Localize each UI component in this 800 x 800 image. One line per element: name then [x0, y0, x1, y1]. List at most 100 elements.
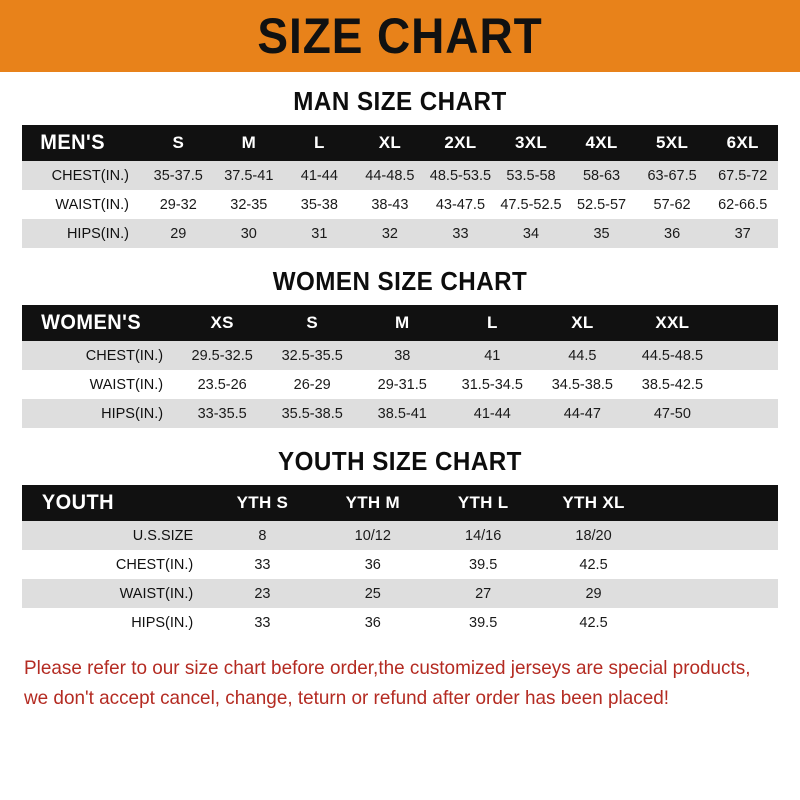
table-row: CHEST(IN.) 29.5-32.5 32.5-35.5 38 41 44.…	[22, 341, 778, 370]
table-header-row: WOMEN'S XS S M L XL XXL	[22, 305, 778, 341]
row-label: WAIST(IN.)	[119, 585, 194, 602]
table-header-row: MEN'S S M L XL 2XL 3XL 4XL 5XL 6XL	[22, 125, 778, 161]
women-corner-label: WOMEN'S	[41, 311, 142, 334]
table-cell: 33-35.5	[197, 405, 247, 422]
table-cell: 35	[593, 225, 610, 242]
table-cell: 27	[475, 585, 492, 602]
table-cell: 48.5-53.5	[429, 167, 492, 184]
youth-size-header: YTH XL	[562, 493, 625, 512]
table-cell: 41-44	[473, 405, 511, 422]
women-size-header: S	[306, 313, 319, 332]
table-spacer-cell	[649, 521, 778, 550]
table-cell: 35.5-38.5	[281, 405, 343, 422]
table-spacer-cell	[649, 485, 778, 521]
table-cell: 25	[364, 585, 381, 602]
table-cell: 26-29	[293, 376, 331, 393]
table-cell: 8	[258, 527, 267, 544]
table-spacer-cell	[717, 341, 778, 370]
man-size-header: XL	[378, 133, 402, 152]
table-spacer-cell	[717, 370, 778, 399]
table-cell: 47-50	[653, 405, 691, 422]
table-spacer-cell	[717, 305, 778, 341]
page-banner: SIZE CHART	[0, 0, 800, 72]
man-size-table: MEN'S S M L XL 2XL 3XL 4XL 5XL 6XL CHEST…	[22, 125, 778, 248]
row-label: HIPS(IN.)	[101, 405, 164, 422]
table-spacer-cell	[717, 399, 778, 428]
table-cell: 23	[254, 585, 271, 602]
women-table-header: WOMEN'S XS S M L XL XXL	[22, 305, 778, 341]
youth-size-table: YOUTH YTH S YTH M YTH L YTH XL U.S.SIZE …	[22, 485, 778, 637]
table-cell: 67.5-72	[718, 167, 768, 184]
table-cell: 62-66.5	[718, 196, 768, 213]
table-cell: 42.5	[579, 614, 608, 631]
man-size-header: 6XL	[726, 133, 759, 152]
youth-size-header: YTH S	[236, 493, 289, 512]
table-cell: 43-47.5	[435, 196, 486, 213]
table-cell: 32	[381, 225, 398, 242]
man-table-header: MEN'S S M L XL 2XL 3XL 4XL 5XL 6XL	[22, 125, 778, 161]
section-man: MAN SIZE CHART MEN'S S M L XL 2XL 3XL 4X…	[0, 72, 800, 248]
section-title-man: MAN SIZE CHART	[293, 86, 507, 116]
table-cell: 18/20	[575, 527, 612, 544]
table-cell: 35-37.5	[153, 167, 203, 184]
table-cell: 36	[364, 614, 381, 631]
youth-size-header: YTH M	[345, 493, 400, 512]
table-cell: 29	[585, 585, 602, 602]
table-cell: 53.5-58	[506, 167, 556, 184]
women-size-header: XL	[571, 313, 594, 332]
man-size-header: S	[172, 133, 185, 152]
table-cell: 38	[394, 347, 411, 364]
table-cell: 42.5	[579, 556, 608, 573]
table-row: HIPS(IN.) 33-35.5 35.5-38.5 38.5-41 41-4…	[22, 399, 778, 428]
table-cell: 44.5-48.5	[641, 347, 704, 364]
table-cell: 52.5-57	[576, 196, 627, 213]
table-cell: 41	[484, 347, 501, 364]
notice-line-2: we don't accept cancel, change, teturn o…	[24, 687, 670, 710]
table-cell: 35-38	[300, 196, 338, 213]
table-row: HIPS(IN.) 33 36 39.5 42.5	[22, 608, 778, 637]
row-label: CHEST(IN.)	[51, 167, 129, 184]
man-size-header: 2XL	[444, 133, 477, 152]
women-size-header: L	[486, 313, 498, 332]
table-cell: 29.5-32.5	[191, 347, 253, 364]
youth-size-header: YTH L	[457, 493, 509, 512]
table-row: CHEST(IN.) 35-37.5 37.5-41 41-44 44-48.5…	[22, 161, 778, 190]
table-cell: 63-67.5	[647, 167, 697, 184]
table-cell: 36	[664, 225, 681, 242]
table-row: U.S.SIZE 8 10/12 14/16 18/20	[22, 521, 778, 550]
table-cell: 31.5-34.5	[461, 376, 523, 393]
table-cell: 58-63	[582, 167, 621, 184]
man-size-header: 5XL	[656, 133, 689, 152]
youth-table-header: YOUTH YTH S YTH M YTH L YTH XL	[22, 485, 778, 521]
table-cell: 33	[254, 614, 271, 631]
row-label: CHEST(IN.)	[115, 556, 194, 573]
table-cell: 23.5-26	[197, 376, 247, 393]
table-row: WAIST(IN.) 29-32 32-35 35-38 38-43 43-47…	[22, 190, 778, 219]
row-label: HIPS(IN.)	[66, 225, 129, 242]
man-corner-label: MEN'S	[40, 131, 105, 154]
table-cell: 34	[522, 225, 540, 242]
table-spacer-cell	[649, 550, 778, 579]
table-cell: 38-43	[371, 196, 409, 213]
row-label: CHEST(IN.)	[85, 347, 164, 364]
row-label: HIPS(IN.)	[131, 614, 194, 631]
table-cell: 37.5-41	[224, 167, 274, 184]
table-cell: 44.5	[568, 347, 597, 364]
table-cell: 37	[734, 225, 751, 242]
man-size-header: 4XL	[585, 133, 618, 152]
women-size-header: XXL	[655, 313, 690, 332]
table-row: HIPS(IN.) 29 30 31 32 33 34 35 36 37	[22, 219, 778, 248]
table-cell: 31	[311, 225, 328, 242]
women-table-body: CHEST(IN.) 29.5-32.5 32.5-35.5 38 41 44.…	[22, 341, 778, 428]
notice-line-1: Please refer to our size chart before or…	[24, 657, 751, 679]
women-size-header: M	[395, 313, 410, 332]
table-header-row: YOUTH YTH S YTH M YTH L YTH XL	[22, 485, 778, 521]
row-label: WAIST(IN.)	[89, 376, 164, 393]
man-size-header: M	[241, 133, 257, 152]
table-cell: 57-62	[653, 196, 691, 213]
table-cell: 33	[254, 556, 271, 573]
women-size-header: XS	[210, 313, 234, 332]
table-cell: 44-48.5	[365, 167, 415, 184]
youth-corner-label: YOUTH	[41, 491, 115, 514]
table-cell: 29-32	[159, 196, 197, 213]
